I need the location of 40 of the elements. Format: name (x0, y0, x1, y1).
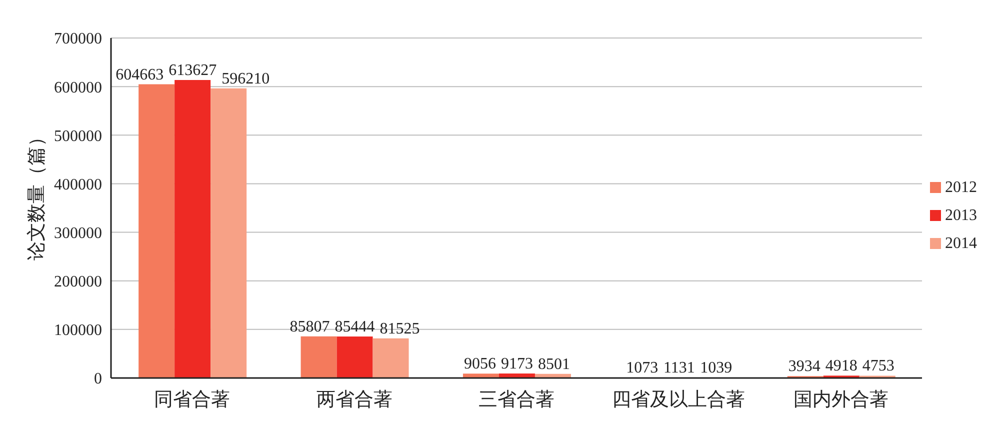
bar (336, 336, 373, 378)
data-label: 4753 (862, 358, 894, 375)
data-label: 85444 (334, 318, 375, 336)
legend-label: 2014 (945, 234, 977, 252)
data-label: 1131 (663, 359, 695, 376)
data-label: 3934 (788, 358, 820, 376)
data-label: 8501 (538, 356, 570, 373)
y-tick-label: 200000 (54, 274, 102, 291)
data-label: 81525 (380, 320, 420, 338)
data-label: 604663 (116, 66, 164, 84)
y-axis-title: 论文数量（篇） (26, 128, 48, 260)
x-tick-label: 国内外合著 (793, 389, 888, 410)
bar (138, 84, 175, 378)
x-tick-label: 三省合著 (478, 389, 554, 410)
data-label: 9056 (464, 356, 496, 373)
data-label: 85807 (290, 318, 330, 336)
data-label: 613627 (168, 62, 217, 79)
bar (210, 88, 247, 378)
y-tick-label: 100000 (54, 322, 102, 340)
data-label: 596210 (222, 70, 270, 88)
x-tick-label: 四省及以上合著 (612, 389, 746, 410)
y-tick-label: 600000 (54, 79, 102, 96)
y-tick-label: 500000 (54, 128, 102, 145)
data-label: 1039 (700, 359, 732, 376)
bar (300, 336, 337, 378)
y-tick-label: 0 (94, 370, 102, 388)
bar (174, 80, 211, 378)
x-tick-label: 同省合著 (154, 389, 230, 410)
data-label: 4918 (825, 358, 858, 375)
bar (372, 338, 409, 378)
legend-label: 2012 (945, 178, 977, 196)
legend-label: 2013 (945, 206, 977, 224)
y-tick-label: 700000 (54, 30, 102, 48)
bar (498, 374, 535, 378)
y-tick-label: 400000 (54, 176, 102, 194)
data-label: 1073 (626, 359, 658, 376)
data-label: 9173 (500, 356, 533, 373)
x-tick-label: 两省合著 (316, 389, 392, 410)
bar (462, 374, 499, 378)
y-tick-label: 300000 (54, 224, 102, 242)
